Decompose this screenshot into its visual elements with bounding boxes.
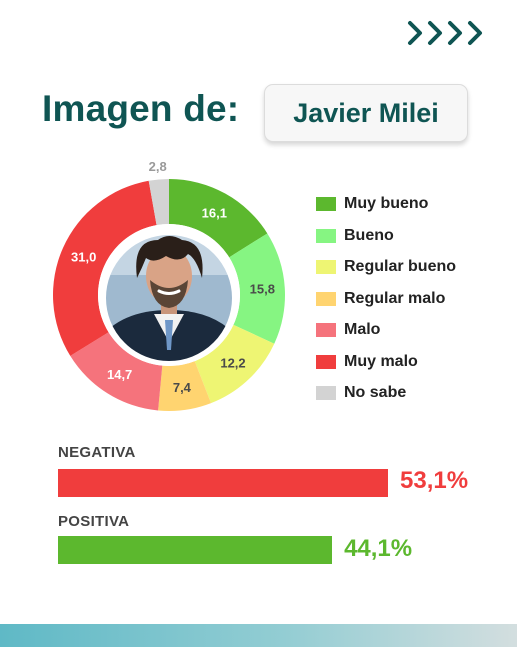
legend-item-regular-bueno: Regular bueno (316, 256, 456, 278)
donut-slice-malo (70, 332, 163, 411)
legend-swatch (316, 197, 336, 211)
bar-negative (58, 469, 388, 497)
legend-item-malo: Malo (316, 319, 380, 341)
legend-swatch (316, 228, 336, 243)
legend-swatch (316, 291, 336, 306)
legend-label: Malo (344, 321, 381, 338)
bar-positive (58, 536, 333, 564)
bar-value-negative: 53,1% (400, 467, 469, 494)
donut-slice-no-sabe (148, 179, 169, 226)
donut-chart: 16,1 15,8 12,2 7,4 14,7 31,0 2,8 (52, 160, 285, 411)
bar-label-positive: POSITIVA (58, 513, 130, 530)
legend-item-bueno: Bueno (316, 225, 394, 247)
legend-item-muy-malo: Muy malo (316, 351, 418, 373)
legend-swatch (316, 386, 336, 400)
donut-label-muy-malo: 31,0 (71, 249, 96, 264)
donut-slice-regular-bueno (194, 324, 275, 404)
legend-swatch (316, 260, 336, 274)
donut-label-regular-malo: 7,4 (173, 380, 192, 395)
legend-label: Regular malo (344, 289, 446, 307)
donut-slice-muy-bueno (169, 179, 268, 258)
legend-item-no-sabe: No sabe (316, 382, 406, 404)
legend-label: Muy malo (344, 352, 418, 370)
donut-label-muy-bueno: 16,1 (202, 206, 227, 221)
subject-name-box: Javier Milei (264, 84, 468, 142)
legend-swatch (316, 323, 336, 337)
donut-label-malo: 14,7 (107, 367, 132, 382)
chevrons-icon (408, 21, 482, 45)
legend-label: Muy bueno (344, 195, 429, 212)
donut-label-no-sabe: 2,8 (149, 160, 167, 174)
donut-slice-bueno (229, 233, 285, 344)
legend-item-regular-malo: Regular malo (316, 288, 445, 310)
page-title: Imagen de: (42, 88, 240, 129)
bar-value-positive: 44,1% (344, 535, 413, 562)
donut-slice-muy-malo (52, 180, 157, 356)
donut-slice-regular-malo (158, 361, 212, 411)
footer-stripe (0, 624, 517, 647)
bar-label-negative: NEGATIVA (58, 444, 136, 461)
legend-item-muy-bueno: Muy bueno (316, 193, 428, 215)
subject-name: Javier Milei (293, 97, 439, 128)
legend-label: Regular bueno (344, 258, 457, 275)
legend-label: Bueno (344, 226, 394, 244)
donut-label-bueno: 15,8 (250, 282, 275, 297)
legend-label: No sabe (344, 384, 407, 401)
legend-swatch (316, 354, 336, 369)
donut-label-regular-bueno: 12,2 (220, 356, 245, 371)
